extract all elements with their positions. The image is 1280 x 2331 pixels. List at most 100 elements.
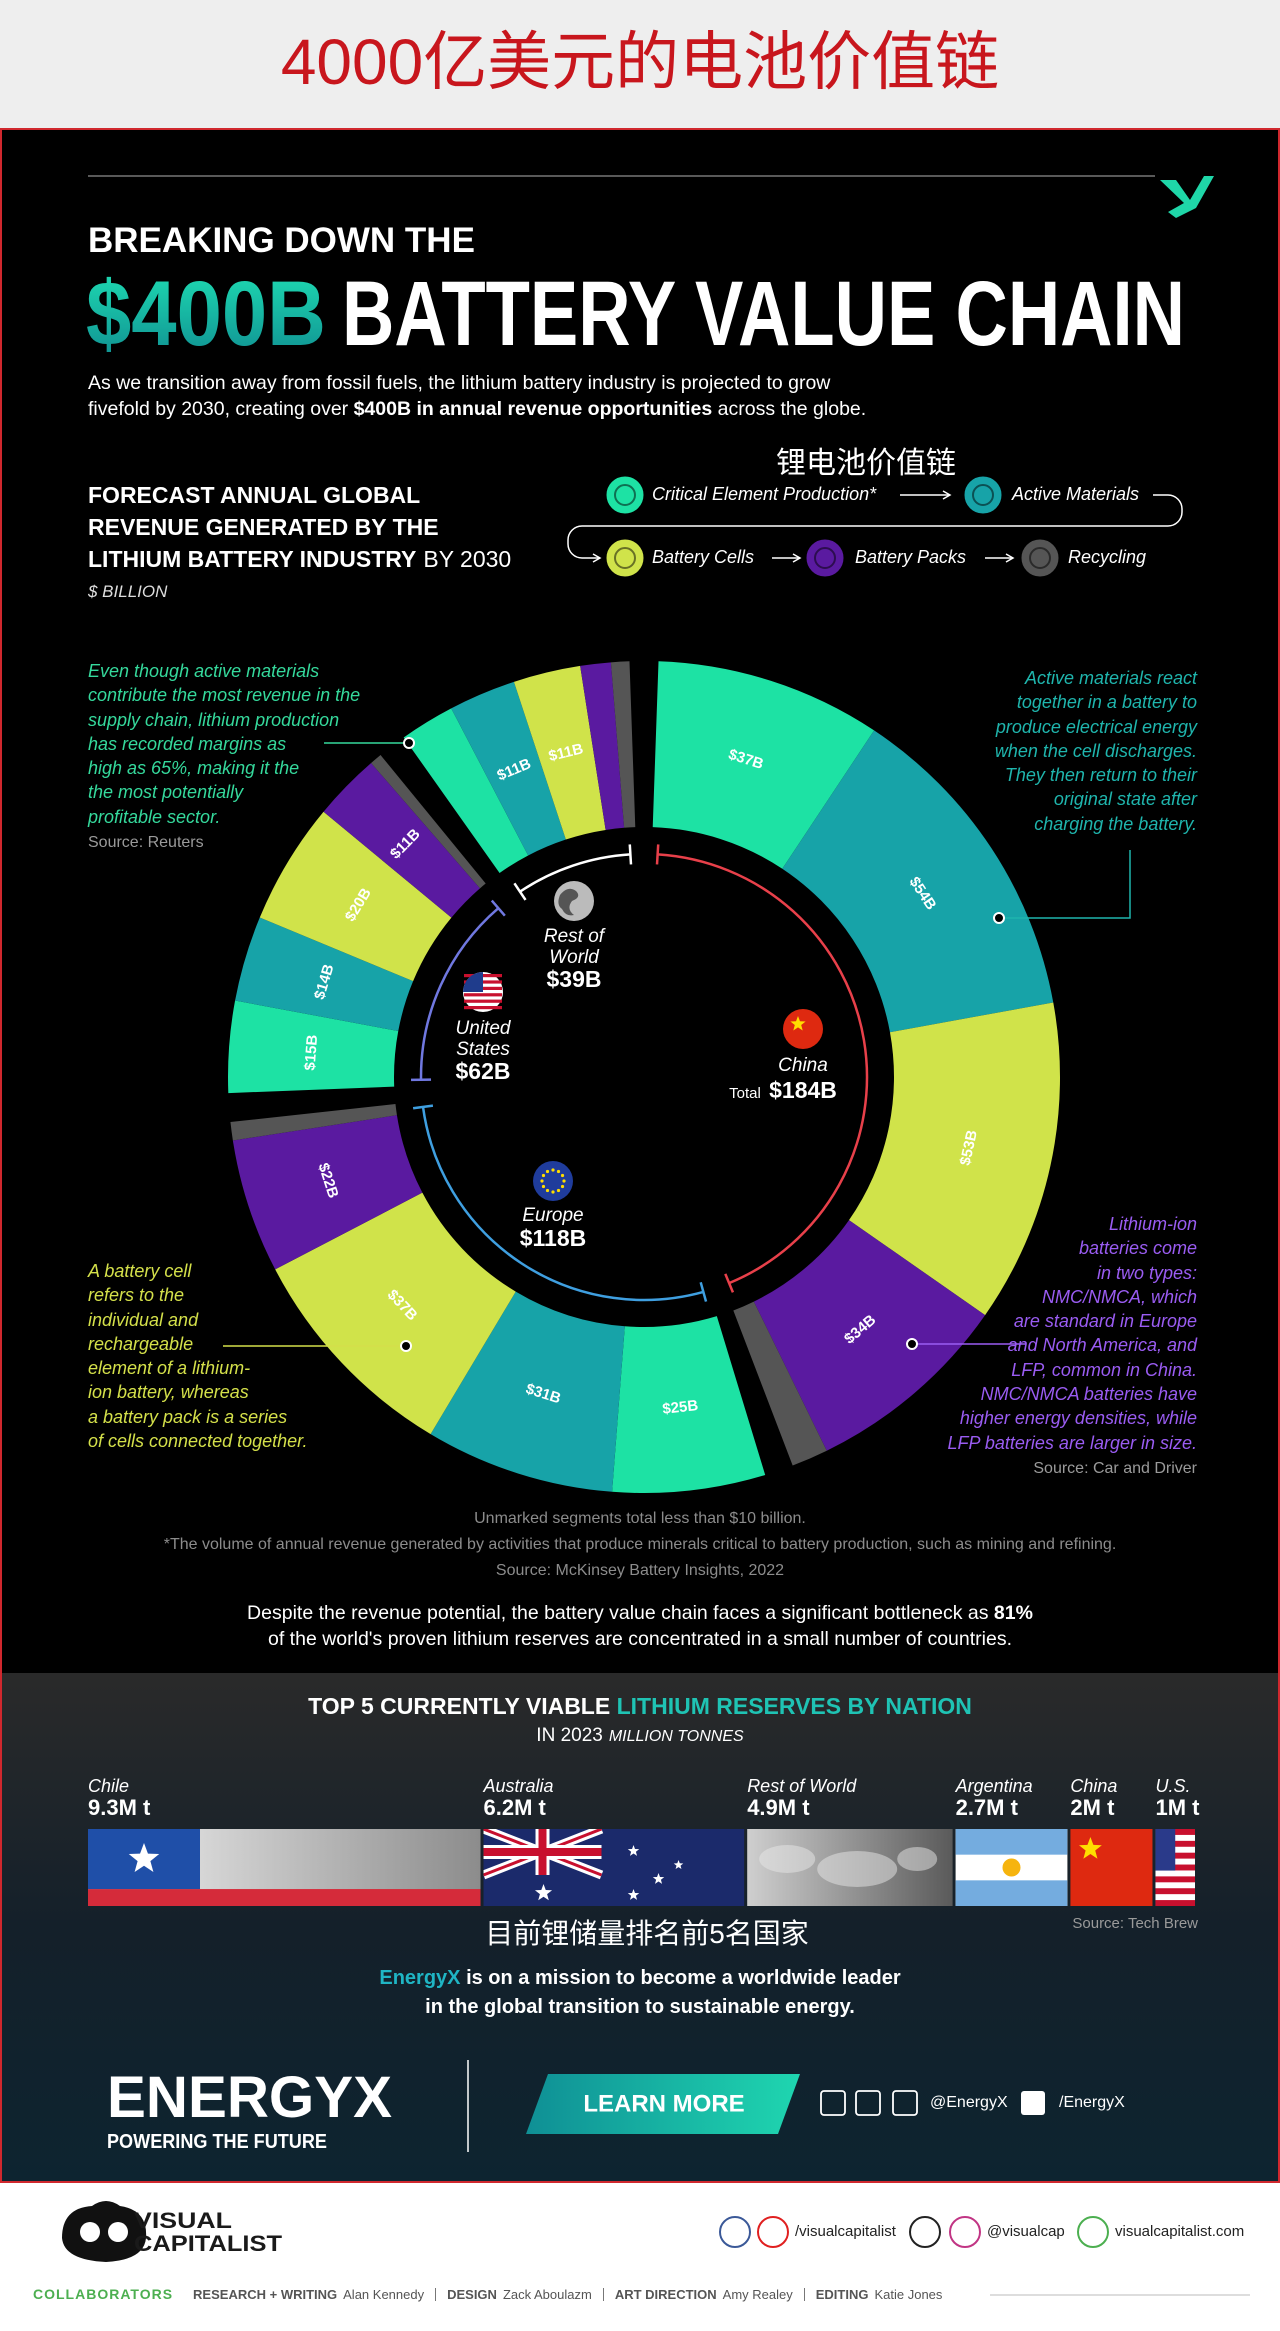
region-arc-end (513, 882, 527, 901)
credit-role: ART DIRECTION (614, 2286, 717, 2302)
annotation-line: Lithium-ion (1108, 1214, 1197, 1234)
segment-label: $15B (302, 1034, 322, 1071)
x-mark (1160, 176, 1214, 218)
credit-role: DESIGN (447, 2286, 497, 2302)
legend-icon (805, 538, 845, 578)
annotation-line: They then return to their (1004, 765, 1197, 786)
donut-segment (430, 1291, 625, 1492)
flag-part (955, 1829, 1068, 1855)
region-flag (533, 1161, 573, 1201)
credit-separator (803, 2287, 805, 2301)
legend-icon (1020, 538, 1060, 578)
legend-icon-ring (614, 484, 636, 506)
region-arc-end (412, 1104, 434, 1110)
flag-part (1155, 1876, 1195, 1883)
credit-role: RESEARCH + WRITING (193, 2286, 338, 2302)
flow-arrowhead (942, 490, 952, 500)
donut-segment (782, 730, 1054, 1033)
donut-segment (403, 708, 529, 873)
annotation-line: when the cell discharges. (994, 740, 1197, 761)
segment-label: $25B (662, 1397, 700, 1418)
donut-segment (652, 661, 875, 869)
donut-segment (371, 755, 486, 889)
annotation-line: NMC/NMCA, which (1041, 1286, 1197, 1307)
region-arc (421, 1106, 704, 1302)
flag-part (483, 1829, 602, 1875)
annotation-line: LFP batteries are larger in size. (947, 1432, 1197, 1453)
reserve-name: China (1070, 1776, 1117, 1796)
total-word: Total (729, 1085, 761, 1102)
footer-handle: @visualcap (987, 2223, 1065, 2240)
region-name: United States (455, 1018, 511, 1060)
annotation: Even though active materials contribute t… (88, 659, 360, 855)
region-arc-end (724, 1273, 735, 1293)
region-arc-end (490, 899, 506, 917)
flag-part (1155, 1829, 1176, 1871)
intro-highlight: $400B in annual revenue opportunities (353, 398, 713, 420)
reserves-unit: MILLION TONNES (608, 1728, 744, 1745)
reserve-name: U.S. (1155, 1776, 1190, 1796)
forecast-title-line: FORECAST ANNUAL GLOBAL (88, 479, 511, 511)
annotation-line: has recorded margins as (88, 733, 287, 754)
credit-role: EDITING (815, 2286, 869, 2302)
credits: COLLABORATORS RESEARCH + WRITING Alan Kenn… (33, 2286, 942, 2302)
credit-separator (435, 2287, 437, 2301)
annotation-line: LFP, common in China. (1011, 1359, 1197, 1380)
region-name: China (778, 1055, 828, 1076)
flag-part (1155, 1888, 1195, 1895)
leader-dot (400, 1340, 412, 1352)
forecast-title-text: FORECAST ANNUAL GLOBAL (88, 482, 421, 508)
reserve-name: Chile (88, 1776, 129, 1796)
intro-line: As we transition away from fossil fuels,… (88, 372, 831, 394)
credit-name: Alan Kennedy (343, 2286, 425, 2302)
flag-part (88, 1889, 481, 1906)
footer-band (0, 2183, 1280, 2331)
eu-star (541, 1184, 546, 1189)
footer-icon (949, 2216, 981, 2248)
learn-more-button[interactable] (526, 2074, 800, 2134)
intro-text: fivefold by 2030, creating over (88, 398, 354, 420)
annotation-line: Even though active materials (88, 661, 320, 681)
credit-name: Zack Aboulazm (502, 2286, 592, 2302)
region-name: Europe (522, 1205, 584, 1226)
footer-icon (909, 2216, 941, 2248)
footnote: Source: McKinsey Battery Insights, 2022 (495, 1562, 785, 1579)
annotation-line: in two types: (1096, 1262, 1197, 1283)
brand-tagline: POWERING THE FUTURE (107, 2131, 327, 2153)
mission-line: EnergyX is on a mission to become a worl… (0, 1964, 1280, 1993)
flag-art (1155, 1829, 1195, 1906)
annotation-line: higher energy densities, while (959, 1408, 1197, 1429)
flow-connector (567, 494, 1183, 559)
credit-name: Amy Realey (722, 2286, 793, 2302)
flag-part (1002, 1858, 1021, 1877)
footer-icon (1077, 2216, 1109, 2248)
reserves-source: Source: Tech Brew (1072, 1915, 1198, 1932)
bottleneck-line: of the world's proven lithium reserves a… (268, 1628, 1012, 1650)
reserves-caption: 目前锂储量排名前5名国家 (485, 1918, 809, 1949)
annotation-line: produce electrical energy (995, 716, 1197, 737)
learn-more-label[interactable]: LEARN MORE (583, 2090, 744, 2117)
flag-art (955, 1829, 1068, 1906)
headline-title: BATTERY VALUE CHAIN (342, 263, 1185, 365)
bottleneck-highlight: 81% (993, 1602, 1033, 1624)
eu-star (541, 1173, 546, 1178)
donut-segment (230, 1104, 397, 1141)
annotation: A battery cell refers to the individual an… (88, 1259, 307, 1453)
credit-name: Katie Jones (874, 2286, 943, 2302)
forecast-unit: $ BILLION (88, 582, 168, 601)
leader-dot (906, 1338, 918, 1350)
eu-star (551, 1190, 555, 1194)
legend-icon (605, 475, 645, 515)
bottleneck-line: Despite the revenue potential, the batte… (0, 1600, 1280, 1626)
eu-star (556, 1169, 561, 1174)
flag-part (759, 1845, 816, 1873)
reserves-subtitle-text: IN 2023 (536, 1725, 603, 1746)
leader-line (999, 850, 1131, 919)
flag-part (1155, 1900, 1195, 1906)
forecast-title-line: LITHIUM BATTERY INDUSTRY BY 2030 (88, 543, 511, 575)
reserve-value: 6.2M t (484, 1795, 547, 1820)
mission-line: in the global transition to sustainable … (425, 1996, 855, 2018)
social-icon (892, 2090, 918, 2116)
reserves-title: TOP 5 CURRENTLY VIABLE LITHIUM RESERVES … (0, 1693, 1280, 1720)
